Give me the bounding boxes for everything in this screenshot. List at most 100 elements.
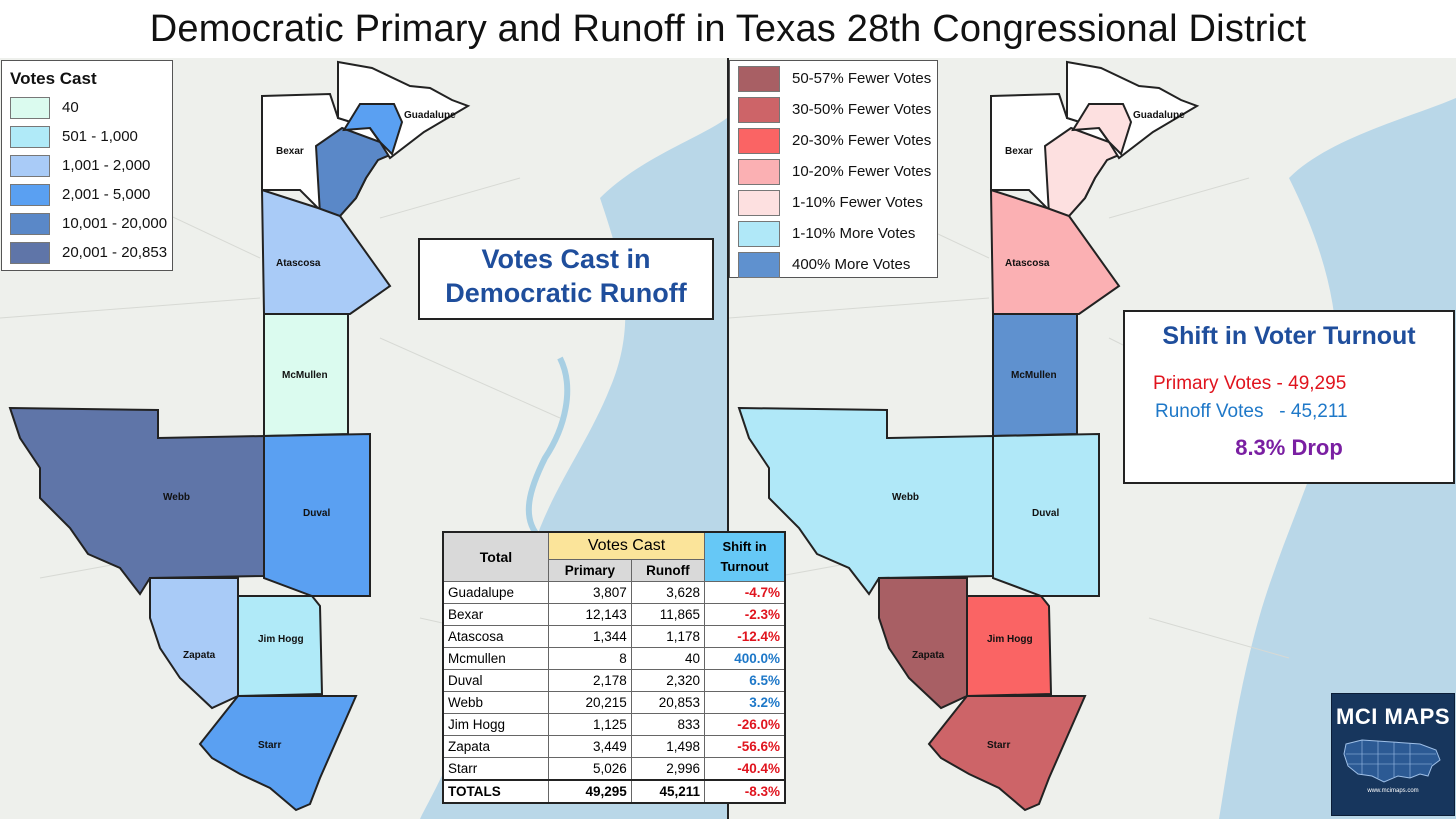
label-atascosa: Atascosa [1005, 258, 1050, 269]
right-map-svg: Guadalupe Bexar Atascosa McMullen Webb D… [729, 58, 1456, 819]
left-legend-row: 40 [2, 93, 172, 122]
turnout-callout: Shift in Voter Turnout Primary Votes - 4… [1123, 310, 1455, 484]
header-shift-line2: Turnout [720, 559, 769, 574]
label-zapata: Zapata [183, 650, 216, 661]
label-mcmullen: McMullen [282, 370, 328, 381]
county-webb[interactable] [737, 406, 994, 596]
cell-shift: -56.6% [704, 735, 786, 758]
cell-county: Duval [442, 669, 549, 692]
county-jimhogg[interactable] [237, 595, 324, 698]
cell-county: Mcmullen [442, 647, 549, 670]
table-row: Jim Hogg 1,125 833 -26.0% [442, 713, 786, 736]
county-jimhogg[interactable] [966, 595, 1053, 698]
right-counties [737, 60, 1200, 812]
table-row: Duval 2,178 2,320 6.5% [442, 669, 786, 692]
label-duval: Duval [303, 508, 330, 519]
legend-label: 20,001 - 20,853 [62, 244, 168, 261]
cell-runoff: 1,498 [630, 735, 706, 758]
right-legend-row: 20-30% Fewer Votes [730, 125, 937, 156]
county-guadalupe-fill[interactable] [342, 103, 404, 156]
header-shift: Shift in Turnout [704, 531, 786, 582]
cell-runoff: 40 [630, 647, 706, 670]
cell-primary: 5,026 [547, 757, 632, 781]
cell-primary: 12,143 [547, 603, 632, 626]
legend-swatch [10, 96, 50, 119]
legend-label: 20-30% Fewer Votes [792, 132, 932, 149]
cell-shift: -4.7% [704, 581, 786, 604]
legend-swatch [738, 96, 780, 123]
header-shift-line1: Shift in [722, 539, 767, 554]
county-guadalupe-fill[interactable] [1071, 103, 1133, 156]
left-counties [8, 60, 471, 812]
legend-swatch [10, 125, 50, 148]
cell-shift: -12.4% [704, 625, 786, 648]
cell-primary: 3,807 [547, 581, 632, 604]
left-county-labels: Guadalupe Bexar Atascosa McMullen Webb D… [163, 110, 456, 751]
right-legend-row: 1-10% More Votes [730, 218, 937, 249]
cell-totals-label: TOTALS [442, 779, 549, 804]
cell-county: Zapata [442, 735, 549, 758]
left-callout-line2: Democratic Runoff [445, 278, 687, 308]
left-legend-title: Votes Cast [10, 69, 97, 88]
table-row: Guadalupe 3,807 3,628 -4.7% [442, 581, 786, 604]
legend-swatch [10, 154, 50, 177]
right-county-labels: Guadalupe Bexar Atascosa McMullen Webb D… [892, 110, 1185, 751]
cell-county: Webb [442, 691, 549, 714]
legend-swatch [738, 251, 780, 278]
cell-county: Guadalupe [442, 581, 549, 604]
left-legend-row: 10,001 - 20,000 [2, 209, 172, 238]
label-guadalupe: Guadalupe [404, 110, 456, 121]
legend-swatch [738, 127, 780, 154]
us-map-icon [1343, 739, 1441, 783]
legend-label: 1-10% Fewer Votes [792, 194, 923, 211]
results-table: Total Votes Cast Shift in Turnout Primar… [442, 531, 786, 804]
table-row: Atascosa 1,344 1,178 -12.4% [442, 625, 786, 648]
label-bexar: Bexar [276, 146, 304, 157]
left-callout-line1: Votes Cast in [481, 244, 651, 274]
cell-totals-runoff: 45,211 [630, 779, 706, 804]
label-zapata: Zapata [912, 650, 945, 661]
county-duval[interactable] [263, 432, 371, 597]
cell-county: Bexar [442, 603, 549, 626]
label-guadalupe: Guadalupe [1133, 110, 1185, 121]
table-row: Bexar 12,143 11,865 -2.3% [442, 603, 786, 626]
cell-runoff: 3,628 [630, 581, 706, 604]
county-starr[interactable] [198, 695, 358, 812]
cell-primary: 1,344 [547, 625, 632, 648]
legend-label: 50-57% Fewer Votes [792, 70, 932, 87]
label-starr: Starr [987, 740, 1010, 751]
left-legend-row: 2,001 - 5,000 [2, 180, 172, 209]
logo-url: www.mcimaps.com [1367, 788, 1419, 794]
left-legend-row: 1,001 - 2,000 [2, 151, 172, 180]
bay-water [525, 356, 571, 541]
cell-runoff: 20,853 [630, 691, 706, 714]
county-duval[interactable] [992, 432, 1100, 597]
primary-votes-text: Primary Votes - 49,295 [1153, 373, 1347, 394]
cell-primary: 8 [547, 647, 632, 670]
left-callout: Votes Cast in Democratic Runoff [418, 238, 714, 320]
table-body: Guadalupe 3,807 3,628 -4.7% Bexar 12,143 11,8… [442, 581, 786, 804]
legend-label: 501 - 1,000 [62, 128, 138, 145]
cell-primary: 1,125 [547, 713, 632, 736]
page-title: Democratic Primary and Runoff in Texas 2… [149, 7, 1307, 50]
cell-county: Jim Hogg [442, 713, 549, 736]
panel-divider [727, 58, 729, 819]
header-runoff: Runoff [630, 559, 706, 582]
legend-label: 1,001 - 2,000 [62, 157, 151, 174]
cell-county: Atascosa [442, 625, 549, 648]
label-webb: Webb [892, 492, 919, 503]
legend-label: 10-20% Fewer Votes [792, 163, 932, 180]
cell-primary: 2,178 [547, 669, 632, 692]
right-legend: 50-57% Fewer Votes 30-50% Fewer Votes 20… [729, 60, 938, 278]
left-legend: Votes Cast 40 501 - 1,000 1,001 - 2,000 … [1, 60, 173, 271]
left-map-panel: Guadalupe Bexar Atascosa McMullen Webb D… [0, 58, 727, 819]
table-row: Mcmullen 8 40 400.0% [442, 647, 786, 670]
county-starr[interactable] [927, 695, 1087, 812]
county-webb[interactable] [8, 406, 265, 596]
legend-swatch [738, 158, 780, 185]
label-duval: Duval [1032, 508, 1059, 519]
left-legend-row: 501 - 1,000 [2, 122, 172, 151]
table-header-row: Total Votes Cast Shift in Turnout [442, 531, 786, 582]
label-atascosa: Atascosa [276, 258, 321, 269]
table-subheader-row: Primary Runoff [443, 559, 785, 582]
